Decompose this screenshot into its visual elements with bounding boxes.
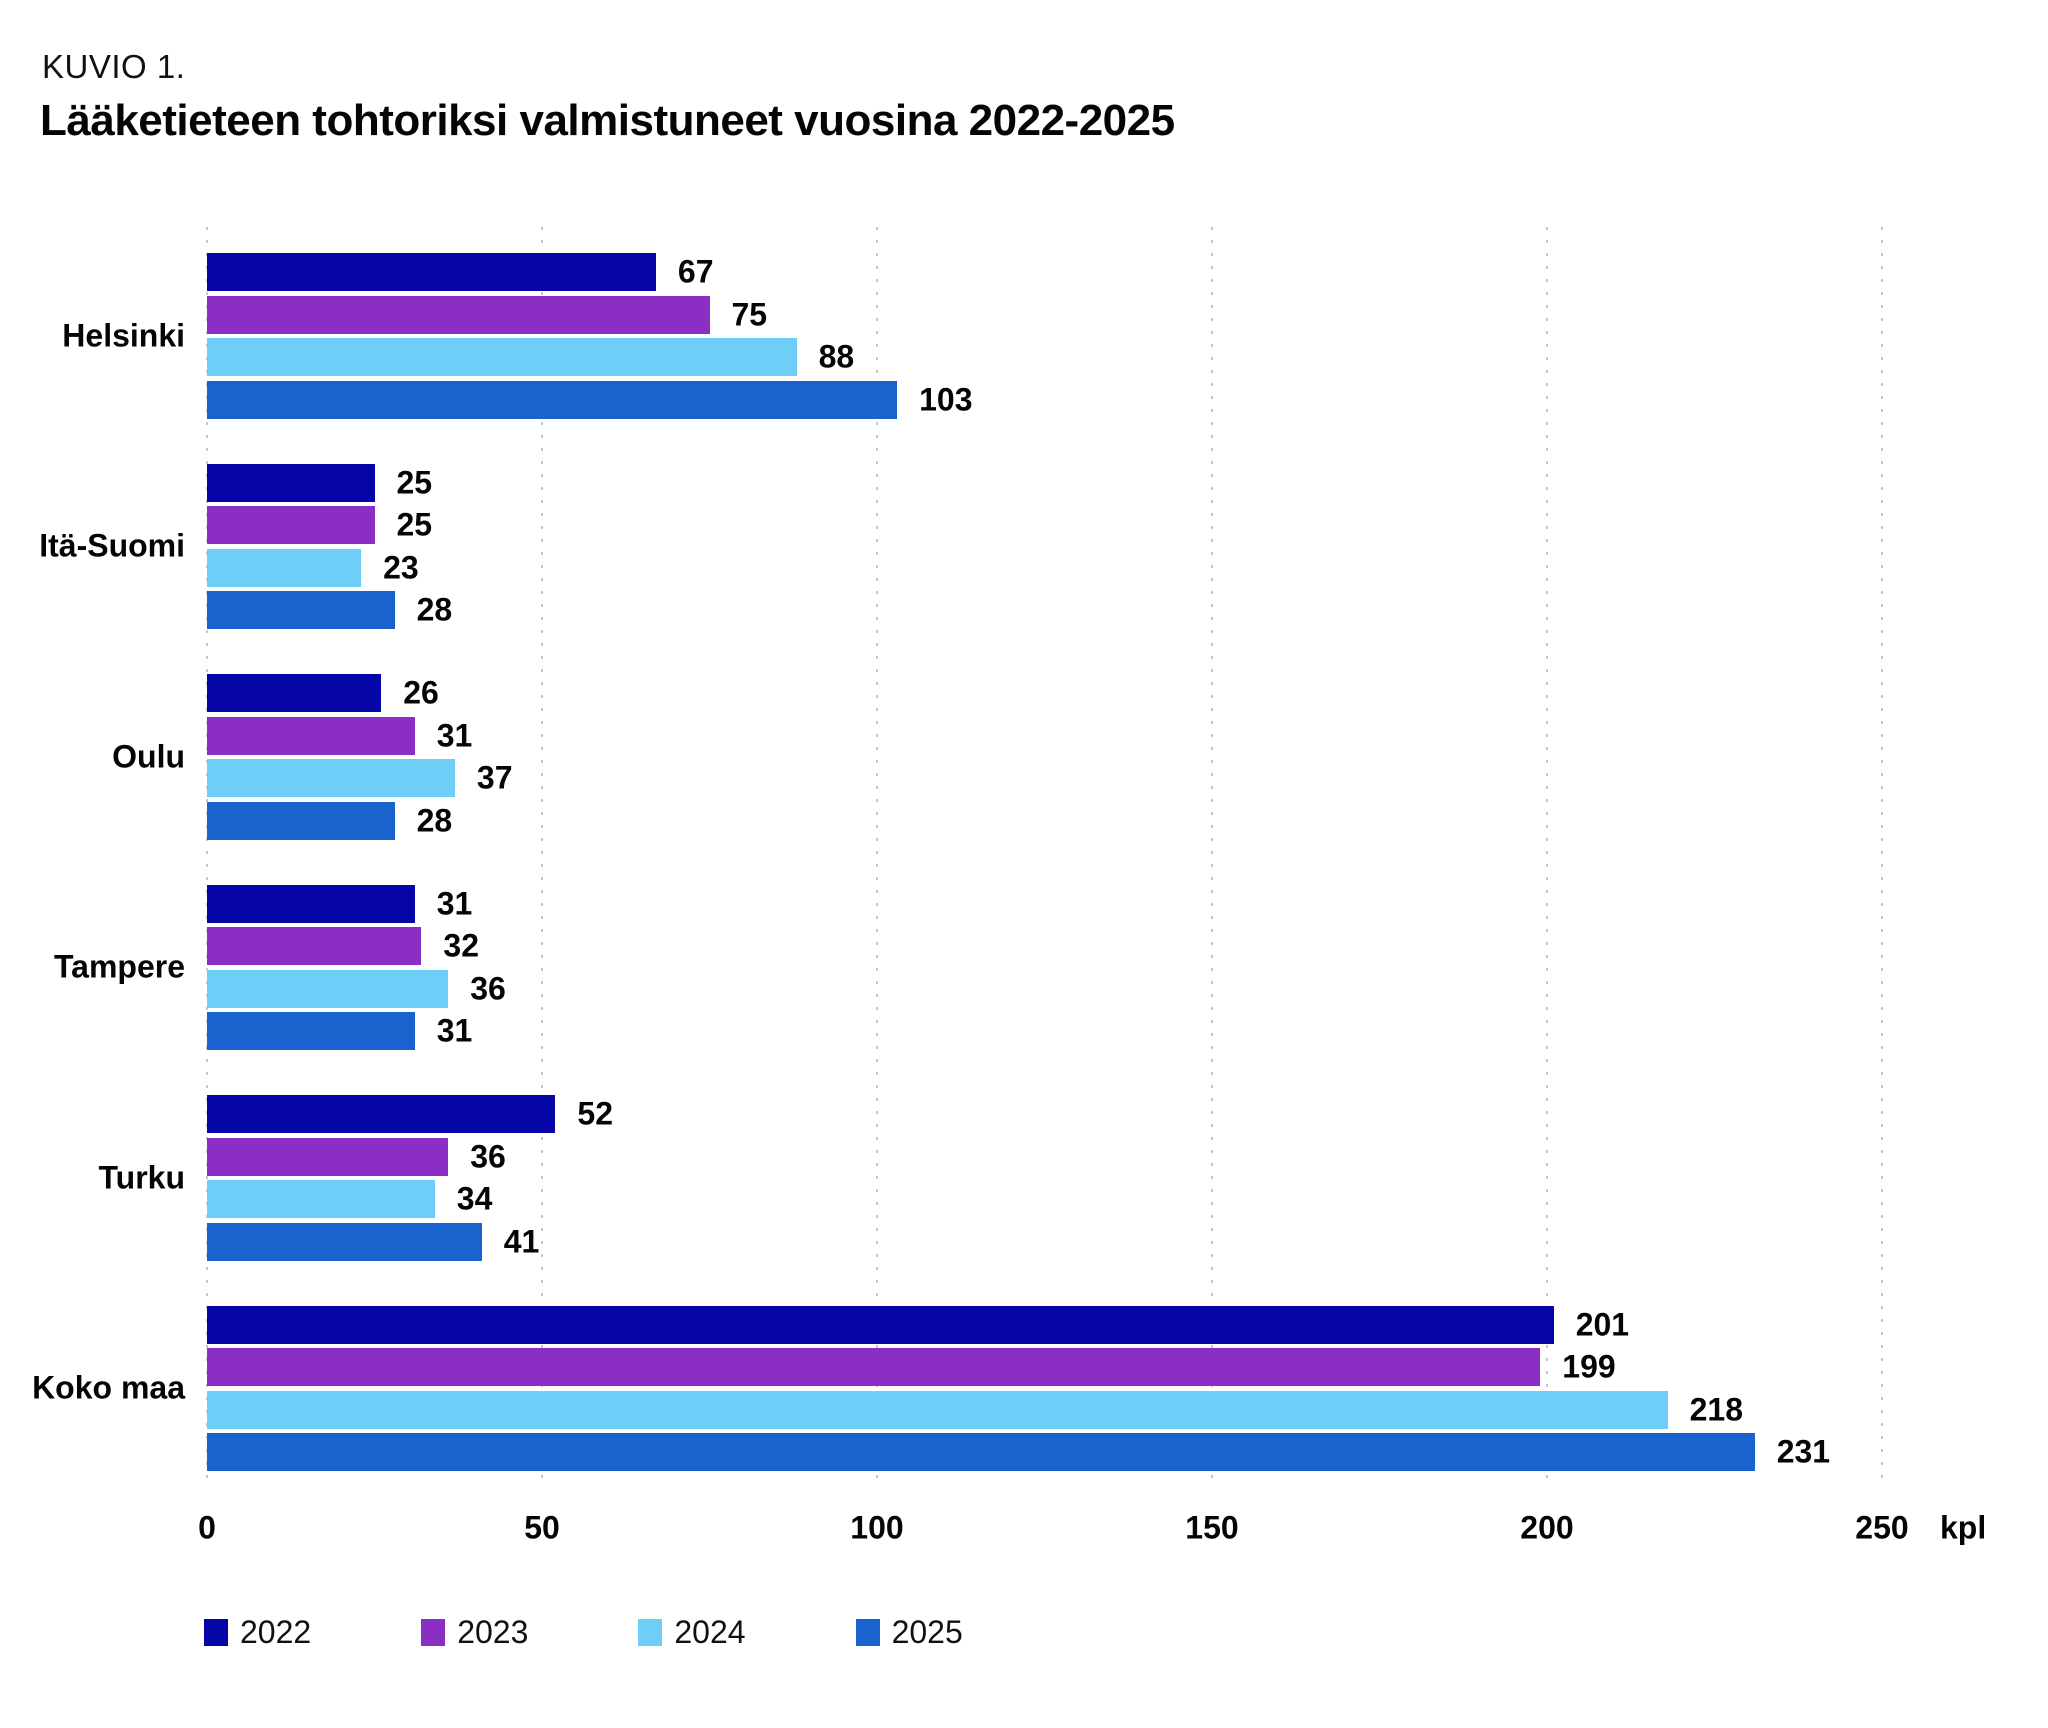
bar-2024-Turku	[207, 1180, 435, 1218]
bar-value-label: 36	[470, 1138, 506, 1174]
gridline	[541, 227, 543, 1487]
bar-2023-Koko maa	[207, 1348, 1541, 1386]
bar-2023-Turku	[207, 1137, 449, 1176]
legend-swatch	[855, 1619, 880, 1646]
category-label: Koko maa	[32, 1369, 185, 1406]
bar-value-label: 67	[677, 253, 714, 290]
bar-2025-Koko maa	[207, 1433, 1755, 1471]
bar-2022-Oulu	[207, 674, 382, 712]
bar-value-label: 75	[731, 296, 768, 332]
legend-label: 2025	[891, 1614, 963, 1650]
bar-value-label: 31	[436, 1012, 473, 1049]
figure-kicker: KUVIO 1.	[42, 48, 186, 85]
legend-swatch	[204, 1619, 228, 1646]
gridline	[1881, 227, 1883, 1487]
bar-2024-Koko maa	[207, 1390, 1668, 1429]
legend-label: 2024	[674, 1614, 746, 1650]
legend-swatch	[421, 1619, 446, 1646]
bar-value-label: 23	[383, 549, 419, 585]
bar-2024-Tampere	[207, 969, 449, 1008]
bar-value-label: 34	[456, 1180, 493, 1217]
bar-2025-Turku	[207, 1222, 482, 1261]
bar-2025-Helsinki	[207, 380, 898, 419]
legend: 2022 2023 2024 2025	[204, 1614, 963, 1651]
bar-2023-Oulu	[207, 716, 415, 755]
bar-2022-Turku	[207, 1095, 556, 1133]
bar-value-label: 103	[919, 381, 973, 417]
legend-label: 2022	[240, 1614, 312, 1650]
x-axis-unit-label: kpl	[1940, 1509, 1987, 1546]
bar-value-label: 88	[818, 338, 855, 375]
bar-value-label: 231	[1776, 1433, 1831, 1470]
gridline	[1211, 227, 1213, 1487]
bar-2025-Oulu	[207, 801, 395, 840]
bar-2025-Tampere	[207, 1012, 415, 1050]
category-label: Helsinki	[62, 317, 185, 354]
legend-swatch	[638, 1619, 663, 1646]
bar-2023-Tampere	[207, 927, 422, 965]
x-tick-label: 250	[1855, 1509, 1909, 1546]
x-tick-label: 150	[1185, 1509, 1239, 1546]
chart-title: Lääketieteen tohtoriksi valmistuneet vuo…	[40, 96, 1175, 145]
bar-2024-Itä-Suomi	[207, 548, 362, 587]
category-label: Oulu	[112, 738, 185, 775]
bar-2022-Helsinki	[207, 253, 656, 291]
bar-value-label: 37	[476, 759, 513, 796]
bar-2024-Oulu	[207, 759, 455, 797]
bar-value-label: 32	[443, 927, 479, 964]
bar-2025-Itä-Suomi	[207, 591, 395, 629]
category-label: Tampere	[53, 948, 185, 985]
bar-value-label: 199	[1562, 1348, 1616, 1385]
bar-value-label: 218	[1689, 1391, 1743, 1427]
bar-value-label: 28	[416, 591, 453, 628]
bar-2023-Helsinki	[207, 295, 710, 334]
bar-value-label: 41	[503, 1223, 540, 1259]
legend-item-2023: 2023	[421, 1614, 528, 1651]
legend-item-2024: 2024	[638, 1614, 746, 1651]
gridline	[1546, 227, 1548, 1487]
x-tick-label: 0	[198, 1509, 216, 1546]
gridline	[206, 227, 208, 1487]
category-label: Itä-Suomi	[39, 527, 185, 564]
bar-value-label: 25	[396, 464, 433, 500]
bar-value-label: 25	[396, 506, 433, 543]
x-tick-label: 50	[524, 1509, 560, 1546]
bar-value-label: 31	[436, 885, 473, 921]
bar-value-label: 26	[403, 674, 439, 711]
gridline	[876, 227, 878, 1487]
x-tick-label: 200	[1520, 1509, 1574, 1546]
bar-value-label: 36	[470, 970, 506, 1006]
bar-2024-Helsinki	[207, 338, 797, 376]
legend-item-2025: 2025	[855, 1614, 963, 1651]
bar-2022-Koko maa	[207, 1305, 1554, 1344]
bar-2023-Itä-Suomi	[207, 506, 375, 544]
bar-2022-Tampere	[207, 884, 415, 923]
bar-value-label: 52	[577, 1095, 613, 1132]
bar-value-label: 31	[436, 717, 473, 753]
bar-2022-Itä-Suomi	[207, 463, 375, 502]
legend-item-2022: 2022	[204, 1614, 311, 1651]
bar-value-label: 28	[416, 802, 453, 838]
category-label: Turku	[98, 1159, 185, 1196]
x-tick-label: 100	[850, 1509, 904, 1546]
legend-label: 2023	[457, 1614, 529, 1650]
bar-value-label: 201	[1575, 1306, 1630, 1342]
